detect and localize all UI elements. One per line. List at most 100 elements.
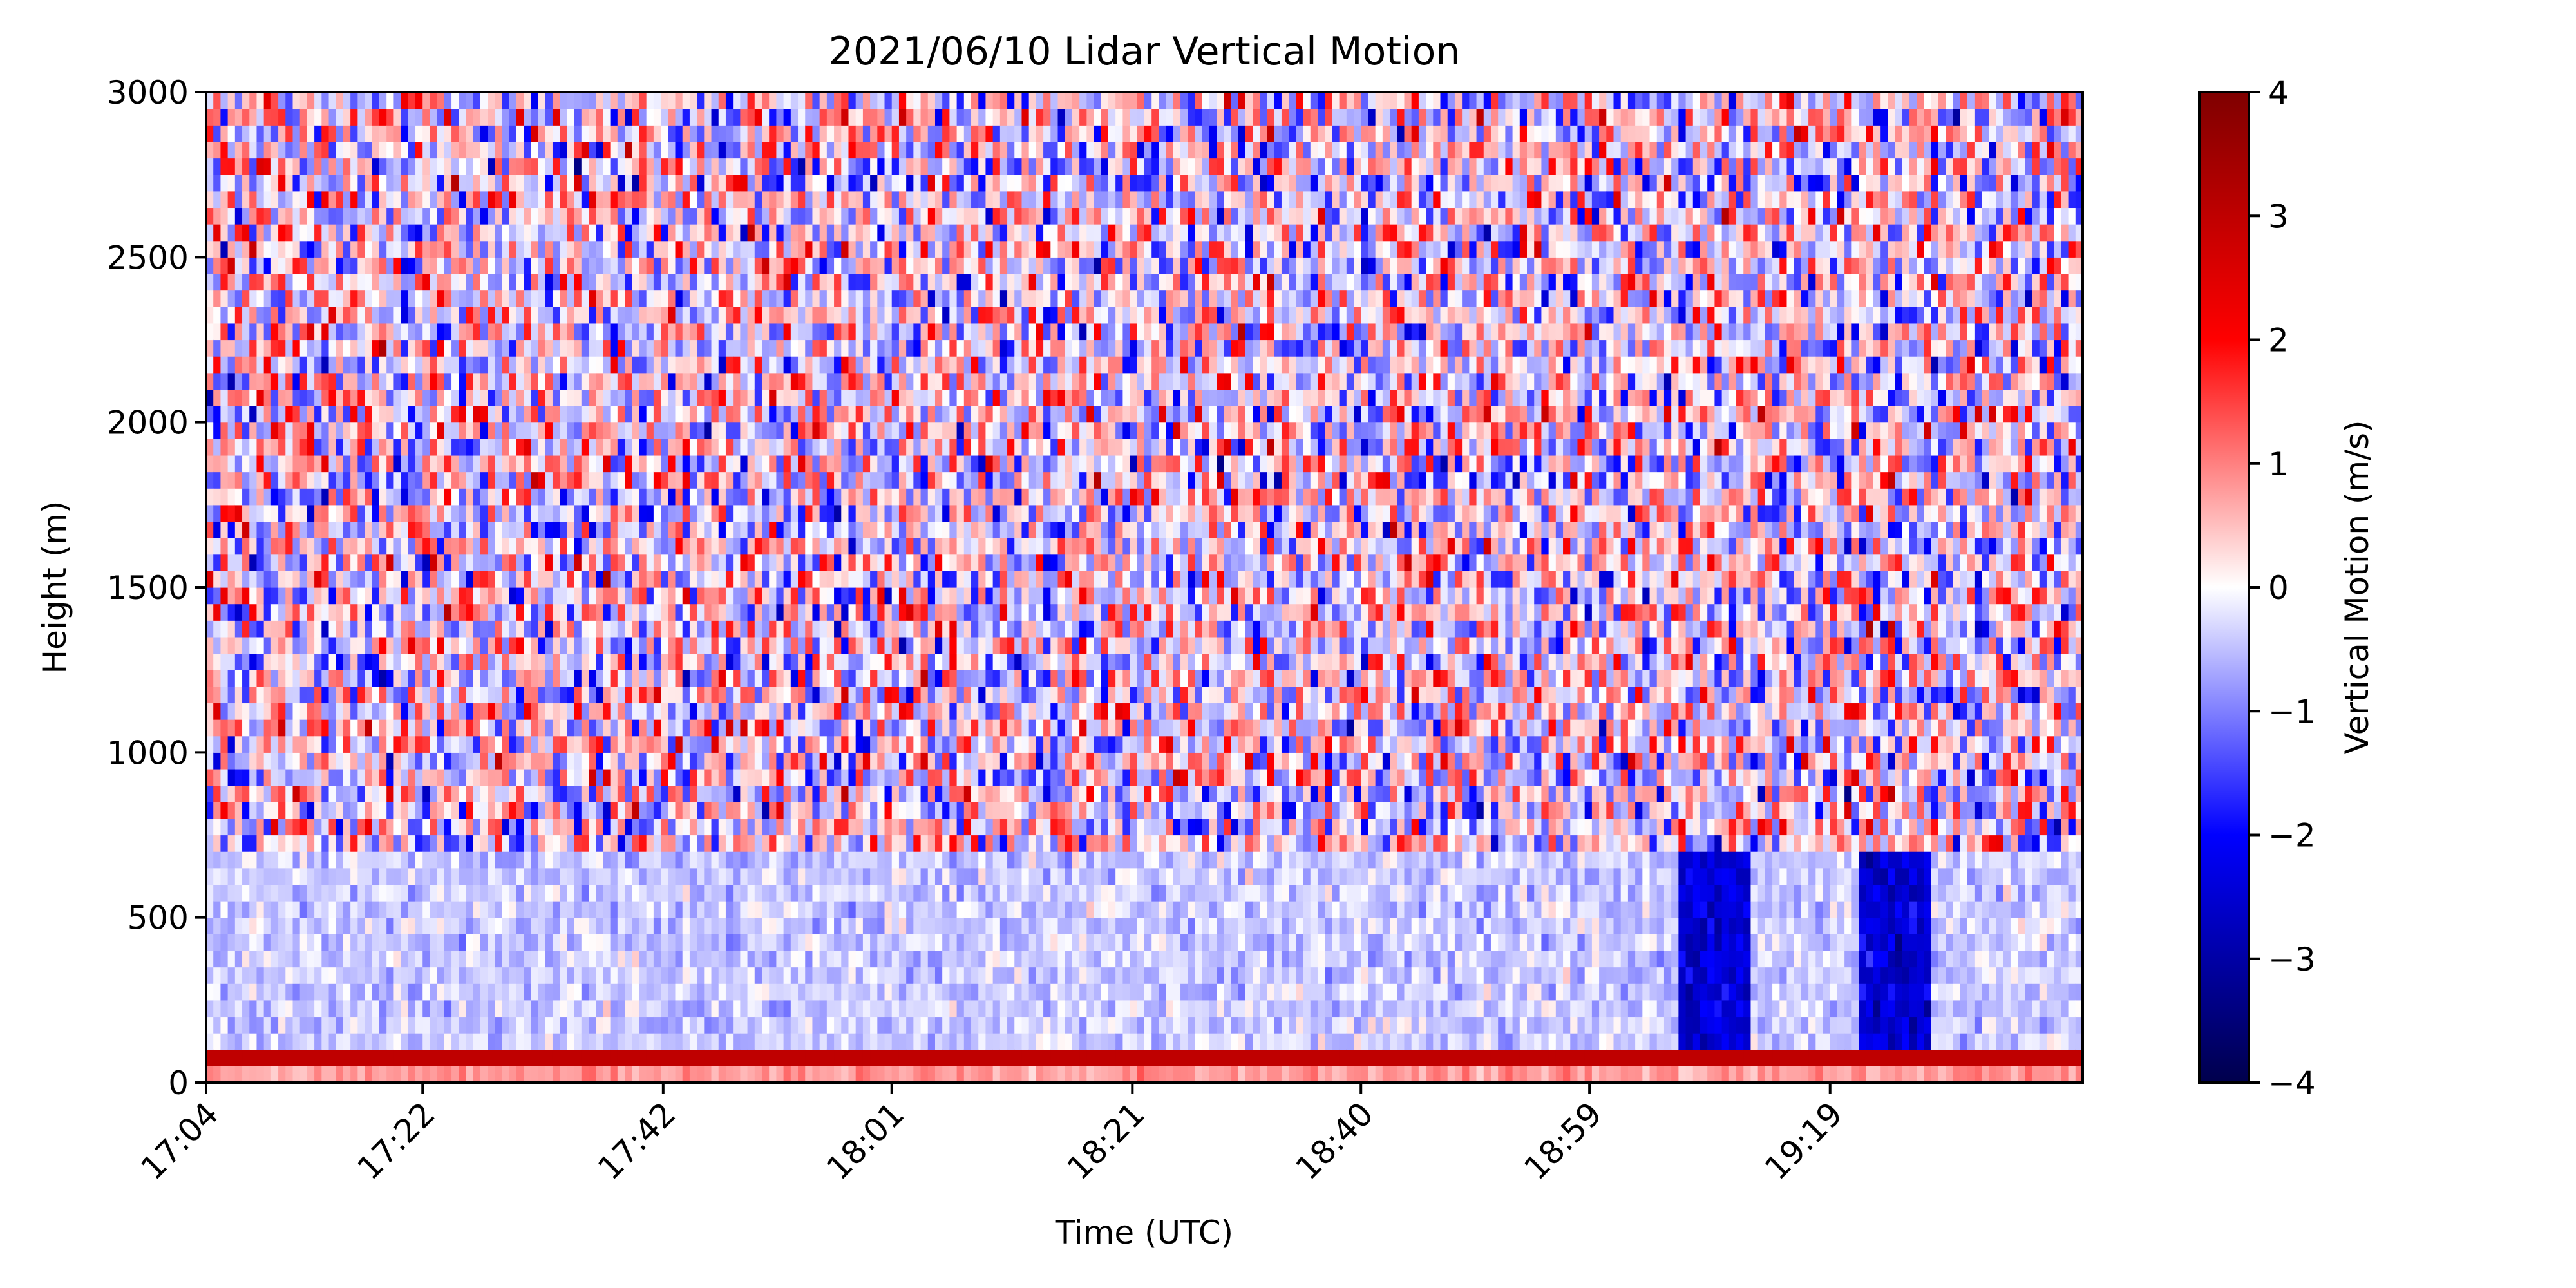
heatmap-cell	[632, 240, 640, 258]
heatmap-cell	[776, 768, 784, 786]
heatmap-cell	[603, 587, 611, 605]
heatmap-cell	[227, 571, 236, 588]
heatmap-cell	[321, 719, 330, 737]
heatmap-cell	[242, 917, 250, 934]
heatmap-cell	[524, 950, 531, 968]
heatmap-cell	[242, 224, 250, 242]
heatmap-cell	[552, 934, 560, 951]
heatmap-cell	[689, 273, 697, 291]
heatmap-cell	[776, 735, 784, 753]
heatmap-cell	[538, 488, 546, 506]
heatmap-cell	[798, 554, 806, 571]
heatmap-cell	[567, 735, 575, 753]
heatmap-cell	[538, 735, 546, 753]
heatmap-cell	[256, 504, 265, 522]
heatmap-cell	[516, 719, 524, 737]
heatmap-cell	[256, 307, 265, 324]
heatmap-cell	[444, 554, 452, 571]
heatmap-cell	[733, 851, 741, 869]
heatmap-cell	[299, 455, 308, 473]
heatmap-cell	[754, 504, 762, 522]
heatmap-cell	[401, 1016, 409, 1034]
heatmap-cell	[379, 488, 387, 506]
heatmap-cell	[314, 488, 322, 506]
heatmap-cell	[401, 967, 409, 984]
heatmap-cell	[711, 372, 719, 390]
heatmap-cell	[393, 653, 402, 670]
heatmap-cell	[661, 785, 668, 802]
heatmap-cell	[689, 175, 697, 192]
heatmap-cell	[328, 670, 337, 687]
heatmap-cell	[516, 175, 524, 192]
heatmap-cell	[668, 719, 676, 737]
heatmap-cell	[343, 999, 351, 1018]
heatmap-cell	[350, 191, 358, 209]
heatmap-cell	[689, 587, 697, 605]
heatmap-cell	[516, 587, 524, 605]
heatmap-cell	[343, 768, 351, 786]
heatmap-cell	[473, 653, 481, 670]
heatmap-cell	[790, 406, 799, 423]
heatmap-cell	[661, 92, 668, 109]
heatmap-cell	[234, 191, 243, 209]
heatmap-cell	[632, 538, 640, 555]
heatmap-cell	[617, 471, 625, 489]
heatmap-cell	[408, 1016, 416, 1034]
heatmap-cell	[480, 554, 488, 571]
heatmap-cell	[682, 455, 690, 473]
heatmap-cell	[603, 1066, 611, 1083]
heatmap-cell	[639, 1016, 647, 1034]
heatmap-cell	[336, 356, 344, 374]
heatmap-cell	[603, 636, 611, 654]
heatmap-cell	[249, 125, 258, 142]
heatmap-cell	[646, 307, 654, 324]
heatmap-cell	[379, 735, 387, 753]
heatmap-cell	[350, 224, 358, 242]
heatmap-cell	[682, 802, 690, 819]
heatmap-cell	[509, 983, 517, 1001]
heatmap-cell	[495, 1016, 503, 1034]
heatmap-cell	[307, 406, 315, 423]
heatmap-cell	[357, 587, 366, 605]
heatmap-cell	[545, 636, 553, 654]
heatmap-cell	[596, 273, 604, 291]
heatmap-cell	[393, 372, 402, 390]
heatmap-cell	[711, 175, 719, 192]
heatmap-cell	[292, 867, 301, 885]
heatmap-cell	[502, 752, 510, 770]
heatmap-cell	[350, 752, 358, 770]
heatmap-cell	[545, 867, 553, 885]
heatmap-cell	[321, 273, 330, 291]
heatmap-cell	[213, 240, 222, 258]
heatmap-cell	[509, 141, 517, 159]
heatmap-cell	[675, 901, 683, 918]
heatmap-cell	[610, 273, 618, 291]
heatmap-cell	[711, 735, 719, 753]
heatmap-cell	[574, 735, 582, 753]
heatmap-cell	[639, 92, 647, 109]
heatmap-cell	[278, 999, 286, 1018]
heatmap-cell	[451, 917, 459, 934]
heatmap-cell	[386, 521, 394, 538]
heatmap-cell	[444, 719, 452, 737]
heatmap-cell	[285, 389, 294, 406]
heatmap-cell	[408, 884, 416, 902]
heatmap-cell	[299, 471, 308, 489]
heatmap-cell	[567, 901, 575, 918]
heatmap-cell	[682, 703, 690, 720]
heatmap-cell	[632, 636, 640, 654]
heatmap-cell	[292, 752, 301, 770]
heatmap-cell	[350, 703, 358, 720]
heatmap-cell	[711, 802, 719, 819]
heatmap-cell	[646, 504, 654, 522]
heatmap-cell	[444, 406, 452, 423]
heatmap-cell	[689, 752, 697, 770]
heatmap-cell	[783, 356, 791, 374]
heatmap-cell	[531, 554, 539, 571]
heatmap-cell	[372, 554, 380, 571]
heatmap-cell	[495, 257, 503, 274]
heatmap-cell	[509, 785, 517, 802]
heatmap-cell	[733, 703, 741, 720]
heatmap-cell	[790, 240, 799, 258]
heatmap-cell	[552, 686, 560, 704]
